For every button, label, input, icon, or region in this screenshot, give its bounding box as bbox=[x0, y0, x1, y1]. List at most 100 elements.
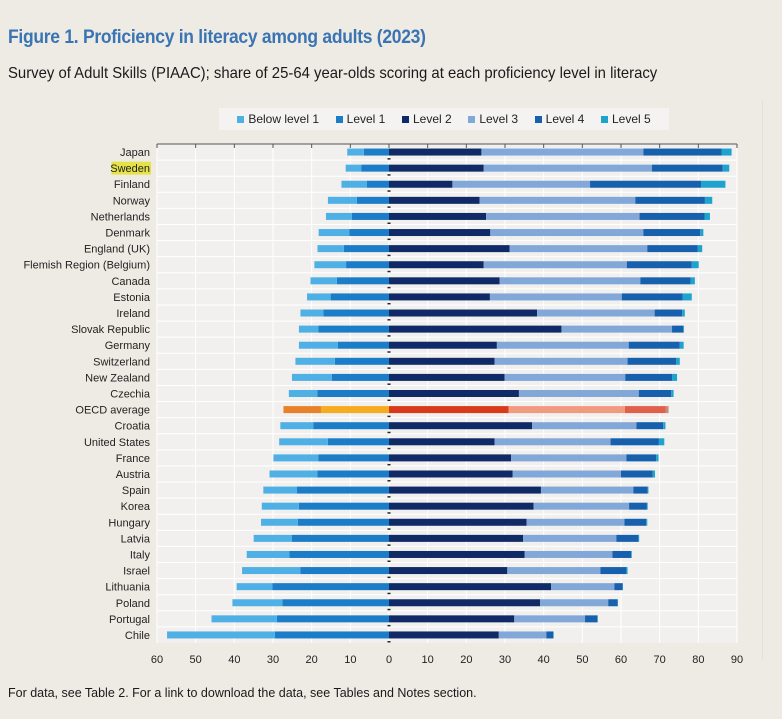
bar-segment-level-5 bbox=[646, 502, 648, 510]
bar-segment-below-level-1 bbox=[232, 599, 283, 607]
category-label: Croatia bbox=[115, 421, 151, 433]
bar-segment-below-level-1 bbox=[261, 502, 299, 510]
bar-segment-level-3 bbox=[533, 502, 630, 510]
bar-segment-level-1 bbox=[351, 212, 389, 220]
category-label: Japan bbox=[120, 147, 150, 159]
bar-segment-level-2 bbox=[389, 631, 499, 639]
zero-marker bbox=[387, 367, 391, 369]
zero-marker bbox=[387, 383, 391, 385]
zero-marker bbox=[387, 641, 391, 643]
bar-segment-level-1 bbox=[320, 406, 389, 414]
bar-segment-level-1 bbox=[363, 148, 389, 156]
bar-segment-level-1 bbox=[318, 325, 389, 333]
category-label: Denmark bbox=[105, 228, 150, 240]
category-label: Poland bbox=[116, 598, 150, 610]
bar-segment-level-1 bbox=[297, 518, 389, 526]
bar-segment-level-2 bbox=[389, 583, 552, 591]
bar-segment-below-level-1 bbox=[261, 518, 298, 526]
bar-segment-level-5 bbox=[638, 534, 640, 542]
bar-segment-level-5 bbox=[671, 390, 674, 397]
category-label: Netherlands bbox=[91, 211, 151, 223]
figure-subtitle: Survey of Adult Skills (PIAAC); share of… bbox=[8, 65, 658, 82]
bar-segment-below-level-1 bbox=[295, 357, 335, 365]
legend-label: Level 3 bbox=[479, 112, 519, 126]
legend-item-level-5: Level 5 bbox=[600, 112, 651, 126]
bar-segment-level-2 bbox=[389, 422, 533, 430]
bar-segment-level-1 bbox=[274, 631, 389, 639]
zero-marker bbox=[387, 254, 391, 257]
category-label: Israel bbox=[123, 566, 150, 578]
bar-segment-level-5 bbox=[652, 470, 656, 478]
bar-segment-level-3 bbox=[452, 180, 591, 188]
zero-marker bbox=[387, 463, 391, 466]
bar-segment-level-5 bbox=[722, 164, 730, 172]
bar-segment-level-2 bbox=[389, 357, 495, 365]
bar-segment-level-3 bbox=[494, 438, 611, 446]
zero-marker bbox=[387, 302, 391, 305]
category-label: Portugal bbox=[109, 614, 150, 626]
bar-segment-level-4 bbox=[608, 599, 618, 607]
bar-segment-level-1 bbox=[337, 341, 389, 349]
zero-marker bbox=[387, 528, 391, 530]
bar-segment-below-level-1 bbox=[314, 261, 347, 269]
zero-marker bbox=[387, 190, 391, 192]
bar-segment-level-1 bbox=[349, 229, 389, 237]
bar-segment-level-1 bbox=[356, 196, 389, 204]
category-label: Chile bbox=[125, 630, 150, 642]
zero-marker bbox=[387, 496, 391, 498]
x-tick-label: 80 bbox=[692, 654, 704, 666]
category-label: Lithuania bbox=[105, 582, 151, 594]
bar-segment-level-5 bbox=[691, 261, 699, 269]
bar-segment-level-2 bbox=[389, 180, 453, 188]
bar-segment-level-1 bbox=[291, 534, 389, 542]
bar-segment-level-5 bbox=[697, 245, 703, 253]
bar-segment-level-1 bbox=[289, 550, 389, 558]
zero-marker bbox=[387, 544, 391, 546]
bar-segment-below-level-1 bbox=[298, 341, 338, 349]
bar-segment-level-4 bbox=[638, 390, 672, 397]
legend-item-level-2: Level 2 bbox=[401, 112, 452, 126]
bar-segment-below-level-1 bbox=[246, 550, 290, 558]
footer-note: For data, see Table 2. For a link to dow… bbox=[8, 686, 477, 700]
zero-marker bbox=[387, 512, 391, 514]
bar-segment-level-5 bbox=[626, 567, 628, 575]
bar-segment-level-2 bbox=[389, 164, 484, 172]
bar-segment-level-3 bbox=[537, 309, 655, 317]
bar-segment-level-3 bbox=[494, 357, 628, 365]
bar-segment-level-3 bbox=[523, 534, 617, 542]
bar-segment-level-2 bbox=[389, 567, 508, 575]
bar-segment-level-1 bbox=[323, 309, 389, 317]
category-label: Sweden bbox=[110, 163, 150, 175]
category-label: Slovak Republic bbox=[71, 324, 150, 336]
legend-label: Level 5 bbox=[611, 112, 651, 126]
bar-segment-level-3 bbox=[489, 293, 622, 301]
bar-segment-level-3 bbox=[481, 148, 644, 156]
bar-segment-level-3 bbox=[504, 373, 626, 381]
category-label: France bbox=[116, 453, 150, 465]
bar-segment-level-3 bbox=[561, 325, 673, 333]
x-tick-label: 20 bbox=[460, 654, 472, 666]
bar-segment-level-1 bbox=[300, 567, 389, 575]
bar-segment-level-2 bbox=[389, 212, 487, 220]
bar-segment-below-level-1 bbox=[280, 422, 314, 430]
x-tick-label: 10 bbox=[422, 654, 434, 666]
bar-segment-below-level-1 bbox=[242, 567, 301, 575]
bar-segment-below-level-1 bbox=[273, 454, 319, 462]
zero-marker bbox=[387, 222, 391, 224]
x-tick-label: 70 bbox=[654, 654, 666, 666]
bar-segment-level-4 bbox=[600, 567, 627, 575]
zero-marker bbox=[387, 174, 391, 176]
bar-segment-level-3 bbox=[486, 212, 640, 220]
legend-label: Level 4 bbox=[545, 112, 585, 126]
bar-segment-level-1 bbox=[317, 470, 389, 478]
bar-segment-level-3 bbox=[514, 615, 586, 623]
bar-segment-level-2 bbox=[389, 454, 512, 462]
bar-segment-below-level-1 bbox=[253, 534, 292, 542]
bar-segment-level-1 bbox=[296, 486, 389, 494]
bar-segment-level-4 bbox=[625, 373, 673, 381]
legend-label: Below level 1 bbox=[248, 112, 320, 126]
bar-segment-level-4 bbox=[627, 357, 677, 365]
bar-segment-below-level-1 bbox=[279, 438, 328, 446]
x-tick-label: 20 bbox=[306, 654, 318, 666]
category-label: Canada bbox=[111, 276, 150, 288]
